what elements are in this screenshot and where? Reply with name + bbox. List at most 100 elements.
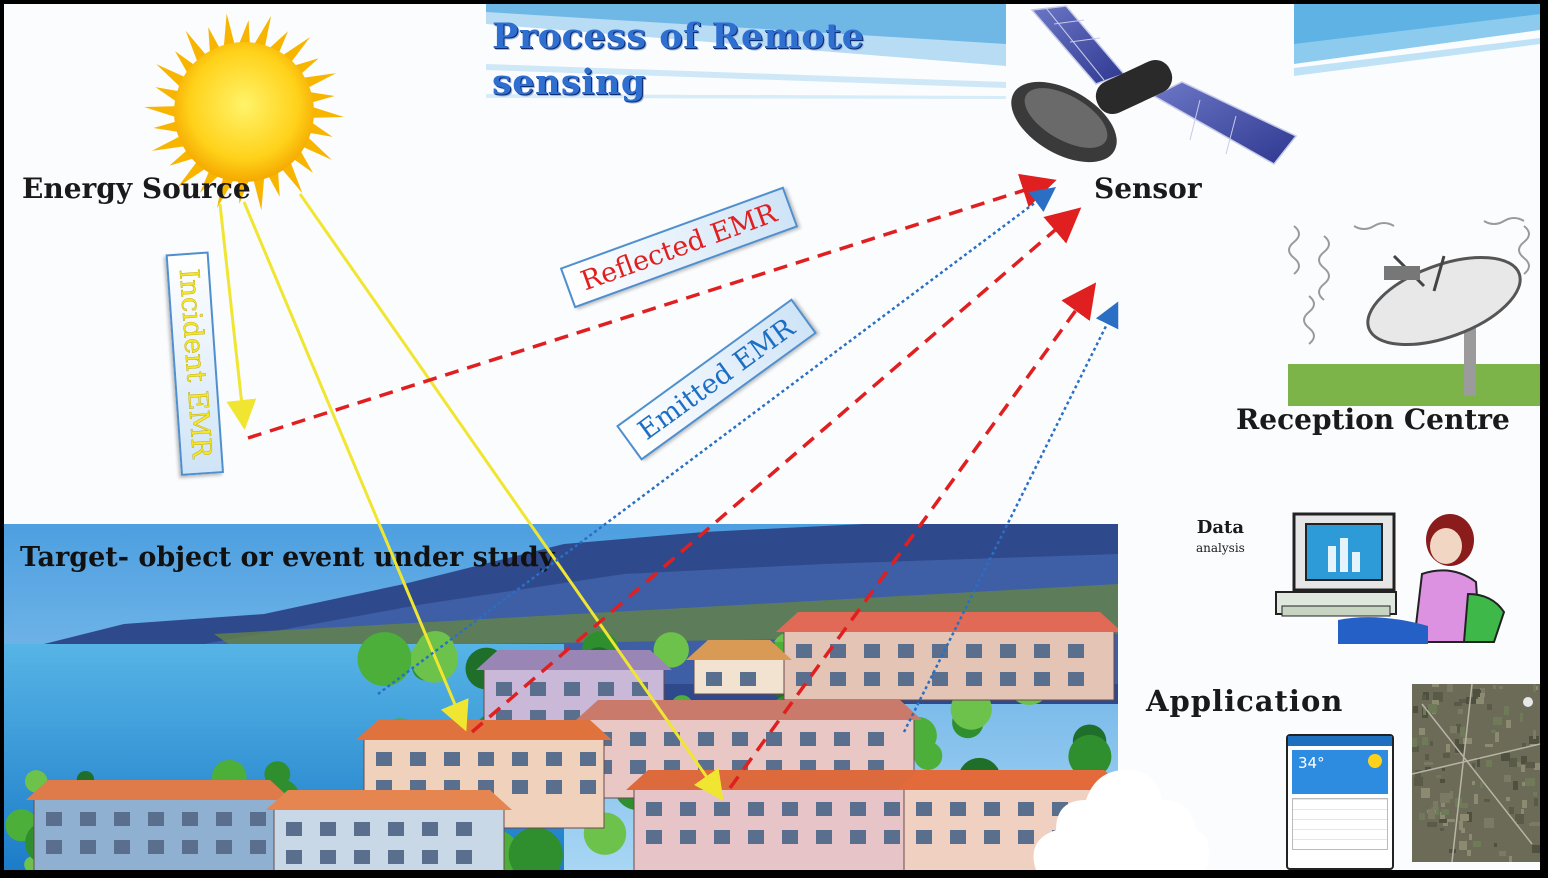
house-window (714, 830, 730, 844)
house-window (800, 732, 816, 746)
map-texture (1436, 775, 1441, 778)
map-texture (1532, 845, 1540, 853)
house-window (182, 840, 198, 854)
map-texture (1443, 753, 1450, 758)
house-window (1068, 672, 1084, 686)
map-texture (1456, 724, 1461, 733)
sun-ray (144, 106, 179, 118)
house-window (646, 830, 662, 844)
house-roof (896, 770, 1118, 790)
house-window (1034, 672, 1050, 686)
house-window (148, 812, 164, 826)
map-texture (1509, 856, 1512, 862)
house-window (444, 752, 460, 766)
map-texture (1509, 758, 1517, 767)
map-texture (1414, 777, 1423, 786)
house-window (966, 644, 982, 658)
map-texture (1522, 800, 1527, 808)
house-window (148, 840, 164, 854)
map-texture (1515, 814, 1523, 821)
house-window (698, 732, 714, 746)
house-window (950, 802, 966, 816)
house-window (1068, 644, 1084, 658)
map-texture (1440, 793, 1450, 803)
sun-ray (252, 15, 272, 50)
map-texture (1459, 841, 1467, 850)
house-window (512, 752, 528, 766)
map-texture (1441, 800, 1445, 807)
house-window (546, 752, 562, 766)
map-texture (1428, 704, 1437, 713)
map-texture (1455, 744, 1465, 753)
house-window (564, 682, 580, 696)
sun-ray (252, 174, 265, 211)
map-texture (1494, 843, 1497, 847)
sun-ray (155, 87, 182, 104)
house-window (850, 830, 866, 844)
map-texture (1529, 736, 1539, 744)
sun-ray (153, 120, 182, 133)
sun-ray (223, 13, 236, 50)
house-window (422, 822, 438, 836)
map-texture (1441, 809, 1449, 815)
map-texture (1521, 765, 1525, 772)
sun-ray (151, 135, 188, 151)
house-window (748, 830, 764, 844)
map-texture (1480, 782, 1483, 788)
map-texture (1474, 697, 1484, 704)
house-window (630, 760, 646, 774)
data-analysis-line-1: Data (1196, 517, 1245, 538)
map-texture (1480, 688, 1485, 693)
house-wall (633, 787, 935, 870)
house-window (898, 672, 914, 686)
map-texture (1486, 760, 1492, 767)
map-texture (1472, 781, 1475, 785)
map-texture (1534, 763, 1540, 770)
house-window (216, 840, 232, 854)
house-window (714, 802, 730, 816)
map-texture (1506, 720, 1511, 728)
map-texture (1506, 797, 1510, 801)
cloud-blot (1033, 770, 1210, 870)
house-window (580, 780, 596, 794)
house-window (782, 802, 798, 816)
emitted-arrow-2 (902, 301, 1119, 733)
map-texture (1454, 702, 1462, 706)
house-window (830, 644, 846, 658)
house-roof (356, 720, 612, 740)
sun-ray (300, 73, 337, 89)
map-texture (1458, 709, 1463, 714)
sun-ray (238, 177, 250, 204)
house-window (932, 672, 948, 686)
map-texture (1487, 704, 1492, 710)
house-window (354, 850, 370, 864)
house-window (46, 812, 62, 826)
map-texture (1479, 693, 1485, 697)
reflected-arrow-1 (247, 173, 1057, 440)
house-window (796, 644, 812, 658)
map-texture (1440, 812, 1445, 822)
house-window (950, 830, 966, 844)
house-window (732, 732, 748, 746)
incident-arrow-3 (298, 193, 724, 801)
map-texture (1533, 792, 1537, 796)
house-window (630, 732, 646, 746)
map-texture (1535, 686, 1538, 690)
sun-ray (306, 91, 335, 104)
map-texture (1495, 732, 1499, 742)
incident-arrow-1 (218, 203, 257, 430)
map-texture (1484, 799, 1490, 802)
map-texture (1534, 798, 1538, 806)
house-window (1000, 672, 1016, 686)
map-texture (1467, 812, 1472, 822)
map-texture (1466, 697, 1476, 704)
house-window (530, 682, 546, 696)
application-label: Application (1146, 684, 1344, 718)
map-texture (1520, 713, 1523, 722)
reflected-arrow-2 (470, 207, 1082, 734)
map-texture (1522, 782, 1525, 786)
page-title: Process of Remote sensing (492, 14, 865, 106)
map-texture (1504, 775, 1511, 782)
emr-arrows (218, 173, 1119, 801)
house-window (966, 672, 982, 686)
